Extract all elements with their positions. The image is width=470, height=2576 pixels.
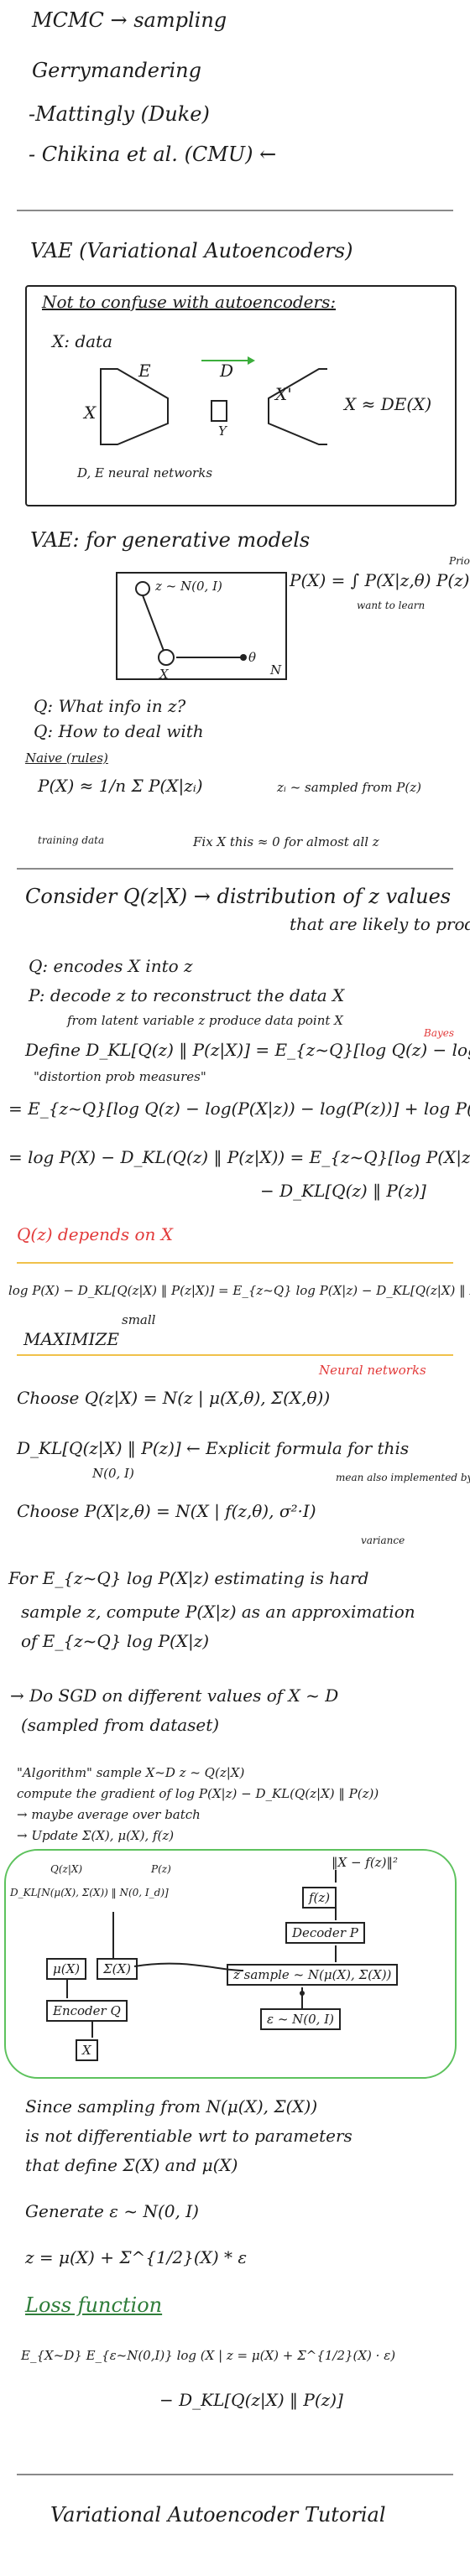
- q-deal: Q: How to deal with: [34, 721, 204, 741]
- divider: [17, 2474, 453, 2475]
- algo-2: compute the gradient of log P(X|z) − D_K…: [17, 1786, 379, 1801]
- divider: [17, 868, 453, 870]
- algo-3: → maybe average over batch: [17, 1807, 201, 1822]
- zi-note: zᵢ ~ sampled from P(z): [277, 780, 421, 795]
- eps-box: ε ~ N(0, I): [260, 2008, 341, 2030]
- sgd-1: → Do SGD on different values of X ~ D: [10, 1685, 339, 1706]
- choose-q: Choose Q(z|X) = N(z | μ(X,θ), Σ(X,θ)): [17, 1388, 331, 1408]
- maximize-note: MAXIMIZE: [24, 1329, 119, 1349]
- want-note: want to learn: [357, 600, 426, 611]
- autoencoder-box: [25, 285, 457, 506]
- kl-eq1: = E_{z~Q}[log Q(z) − log(P(X|z)) − log(P…: [8, 1098, 470, 1119]
- plate-box: [116, 572, 287, 680]
- ae-xprime-label: X': [275, 384, 292, 404]
- dkl-normal: N(0, I): [92, 1466, 134, 1481]
- px-integral: P(X) = ∫ P(X|z,θ) P(z) dz: [290, 570, 470, 590]
- node-x: X: [159, 667, 169, 682]
- qzx-label: Q(z|X): [50, 1863, 83, 1875]
- ae-e-label: E: [138, 361, 151, 381]
- chikina-line: - Chikina et al. (CMU) ←: [29, 143, 277, 166]
- algo-1: "Algorithm" sample X~D z ~ Q(z|X): [17, 1765, 245, 1780]
- encoder-box: Encoder Q: [46, 2000, 128, 2022]
- dkl-explicit: D_KL[Q(z|X) ‖ P(z)] ← Explicit formula f…: [17, 1438, 410, 1458]
- generative-heading: VAE: for generative models: [30, 528, 311, 552]
- yellow-divider: [17, 1262, 453, 1264]
- sgd-2: (sampled from dataset): [21, 1715, 220, 1735]
- ae-d-label: D: [220, 361, 234, 381]
- depends-note: Q(z) depends on X: [17, 1224, 173, 1244]
- ae-y-label: Y: [218, 423, 227, 439]
- sampling-1: For E_{z~Q} log P(X|z) estimating is har…: [8, 1568, 369, 1588]
- section-title-vae: VAE (Variational Autoencoders): [30, 239, 353, 262]
- kl-eq2b: − D_KL[Q(z) ‖ P(z)]: [260, 1181, 426, 1201]
- ae-nets-note: D, E neural networks: [77, 465, 213, 480]
- p-decode-sub: from latent variable z produce data poin…: [67, 1013, 343, 1028]
- loss-eq1: E_{X~D} E_{ε~N(0,I)} log (X | z = μ(X) +…: [21, 2348, 396, 2363]
- kl-define: Define D_KL[Q(z) ‖ P(z|X)] = E_{z~Q}[log…: [25, 1040, 470, 1060]
- small-note: small: [122, 1312, 156, 1327]
- decoder-box: Decoder P: [285, 1922, 365, 1944]
- reparam-3: that define Σ(X) and μ(X): [25, 2155, 238, 2175]
- dkl-diagram: D_KL[N(μ(X), Σ(X)) ‖ N(0, I_d)]: [10, 1887, 169, 1898]
- p-decode: P: decode z to reconstruct the data X: [29, 985, 345, 1005]
- algo-4: → Update Σ(X), μ(X), f(z): [17, 1828, 175, 1843]
- fix-note: Fix X this ≈ 0 for almost all z: [193, 834, 379, 849]
- naive-label: Naive (rules): [25, 750, 108, 766]
- reparam-5: z = μ(X) + Σ^{1/2}(X) * ε: [25, 2247, 248, 2267]
- elbo-eq: log P(X) − D_KL[Q(z|X) ‖ P(z|X)] = E_{z~…: [8, 1283, 470, 1298]
- recon-loss: ‖X − f(z)‖²: [332, 1855, 398, 1870]
- footer-title: Variational Autoencoder Tutorial: [50, 2503, 386, 2527]
- q-encodes: Q: encodes X into z: [29, 956, 193, 976]
- ae-x-label: X: [84, 402, 97, 423]
- prior-label: z ~ N(0, I): [155, 579, 222, 594]
- ae-approx-eq: X ≈ DE(X): [344, 394, 432, 414]
- sampling-2: sample z, compute P(X|z) as an approxima…: [21, 1602, 415, 1622]
- plate-n: N: [270, 662, 282, 678]
- mean-note: mean also implemented by neural network: [336, 1472, 470, 1483]
- autoencoder-diagram: [100, 356, 327, 445]
- training-note: training data: [38, 834, 105, 846]
- bayes-note: Bayes: [424, 1027, 455, 1039]
- theta-label: θ: [248, 650, 257, 665]
- pz-label: P(z): [151, 1863, 171, 1875]
- sigma-box: Σ(X): [97, 1958, 138, 1980]
- kl-eq2: = log P(X) − D_KL(Q(z) ‖ P(z|X)) = E_{z~…: [8, 1147, 470, 1167]
- diagram-arrows: [66, 1870, 337, 2038]
- variance-note: variance: [361, 1535, 405, 1546]
- not-confuse-text: Not to confuse with autoencoders:: [42, 292, 337, 312]
- network-diagram-border: [4, 1849, 457, 2079]
- graphical-model: [135, 581, 247, 666]
- sampling-3: of E_{z~Q} log P(X|z): [21, 1631, 210, 1651]
- reparam-4: Generate ε ~ N(0, I): [25, 2201, 199, 2221]
- mcmc-line: MCMC → sampling: [32, 8, 227, 32]
- loss-eq2: − D_KL[Q(z|X) ‖ P(z)]: [159, 2390, 343, 2410]
- fz-box: f(z): [302, 1887, 337, 1909]
- q-info: Q: What info in z?: [34, 696, 186, 716]
- divider: [17, 210, 453, 211]
- consider-line1: Consider Q(z|X) → distribution of z valu…: [25, 885, 452, 908]
- loss-title: Loss function: [25, 2293, 163, 2317]
- yellow-divider: [17, 1354, 453, 1356]
- nn-note: Neural networks: [319, 1363, 426, 1378]
- gerrymandering-line: Gerrymandering: [32, 59, 201, 82]
- distortion-note: "distortion prob measures": [34, 1069, 206, 1084]
- reparam-2: is not differentiable wrt to parameters: [25, 2126, 352, 2146]
- prior-note: Prior: [449, 555, 470, 567]
- sample-box: z sample ~ N(μ(X), Σ(X)): [227, 1964, 399, 1986]
- reparam-1: Since sampling from N(μ(X), Σ(X)): [25, 2096, 318, 2116]
- mattingly-line: -Mattingly (Duke): [29, 102, 210, 126]
- input-x-box: X: [76, 2039, 98, 2061]
- naive-eq: P(X) ≈ 1/n Σ P(X|zᵢ): [38, 776, 203, 796]
- consider-line2: that are likely to produce X: [290, 914, 470, 934]
- choose-p: Choose P(X|z,θ) = N(X | f(z,θ), σ²·I): [17, 1501, 316, 1521]
- x-data-text: X: data: [52, 331, 113, 351]
